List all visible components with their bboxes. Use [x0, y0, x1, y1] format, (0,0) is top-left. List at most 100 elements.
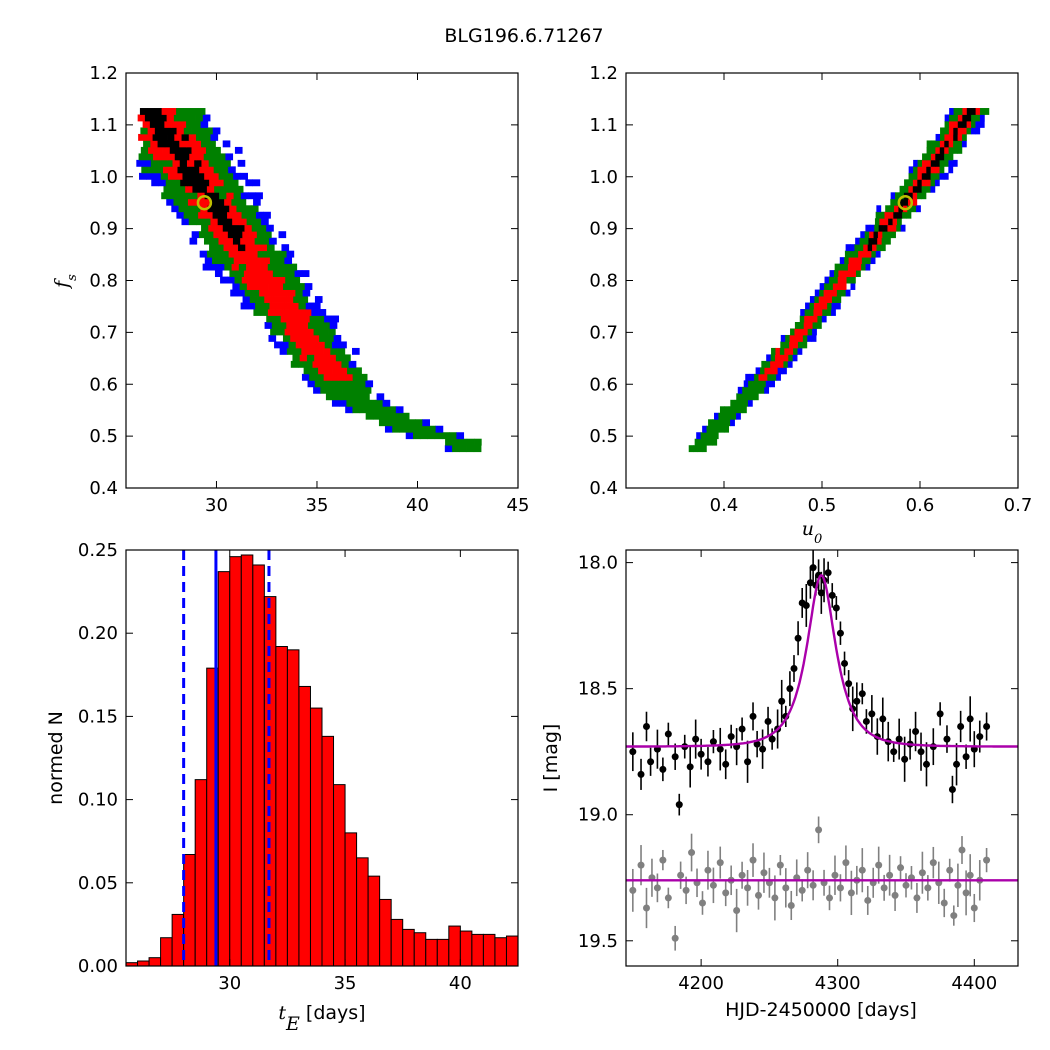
confidence-cell — [286, 322, 294, 329]
photometry-point — [802, 601, 810, 609]
x-tick-label: 0.7 — [1004, 495, 1033, 516]
confidence-cell — [174, 153, 183, 161]
confidence-cell — [277, 276, 286, 284]
confidence-cell — [872, 237, 878, 245]
confidence-cell — [302, 315, 311, 323]
confidence-cell — [784, 347, 790, 355]
confidence-cell — [254, 237, 263, 245]
confidence-cell — [171, 120, 180, 128]
confidence-cell — [399, 425, 408, 433]
photometry-point — [659, 765, 667, 773]
confidence-cell — [264, 250, 273, 258]
confidence-cell — [311, 334, 320, 342]
confidence-cell — [210, 218, 219, 226]
confidence-cell — [257, 296, 265, 303]
confidence-cell — [780, 334, 786, 342]
confidence-cell — [183, 211, 192, 219]
confidence-cell — [939, 153, 945, 161]
confidence-cell — [887, 224, 893, 232]
confidence-cell — [793, 341, 799, 349]
confidence-cell — [230, 289, 238, 297]
confidence-cell — [939, 166, 945, 174]
confidence-cell — [895, 192, 900, 200]
residual-point — [918, 869, 926, 877]
confidence-cell — [314, 380, 323, 388]
confidence-cell — [449, 432, 457, 440]
confidence-cell — [304, 283, 313, 290]
confidence-cell — [930, 172, 936, 180]
confidence-cell — [142, 120, 151, 128]
photometry-point — [957, 722, 965, 730]
confidence-cell — [253, 218, 262, 226]
confidence-cell — [151, 179, 159, 187]
confidence-cell — [809, 296, 815, 303]
confidence-cell — [790, 328, 795, 336]
residual-point — [924, 884, 932, 892]
confidence-cell — [188, 133, 197, 141]
confidence-cell — [158, 179, 167, 187]
confidence-cell — [804, 309, 810, 316]
photometry-point — [953, 760, 961, 768]
confidence-cell — [322, 380, 330, 388]
confidence-cell — [299, 328, 307, 336]
histogram-bar — [183, 854, 196, 967]
confidence-cell — [201, 224, 209, 232]
confidence-cell — [213, 231, 222, 239]
confidence-cell — [413, 425, 422, 433]
confidence-cell — [232, 218, 240, 226]
confidence-cell — [707, 438, 713, 446]
confidence-cell — [876, 205, 882, 213]
confidence-cell — [890, 198, 896, 206]
confidence-cell — [234, 276, 243, 284]
confidence-cell — [168, 108, 177, 115]
confidence-cell — [270, 276, 279, 284]
confidence-cell — [445, 438, 453, 446]
confidence-cell — [365, 412, 374, 420]
confidence-cell — [249, 296, 258, 303]
confidence-cell — [167, 172, 176, 180]
confidence-cell — [966, 120, 972, 128]
confidence-cell — [406, 425, 415, 433]
confidence-cell — [802, 334, 808, 342]
confidence-cell — [380, 412, 388, 420]
confidence-cell — [842, 270, 848, 278]
histogram-bar — [459, 930, 473, 967]
confidence-cell — [962, 133, 967, 141]
confidence-cell — [838, 270, 844, 278]
confidence-cell — [261, 283, 269, 290]
confidence-cell — [774, 360, 780, 368]
confidence-cell — [203, 218, 211, 226]
confidence-cell — [407, 419, 416, 427]
confidence-cell — [336, 380, 345, 388]
photometry-point — [809, 564, 817, 572]
confidence-cell — [776, 373, 781, 381]
confidence-cell — [289, 309, 298, 316]
confidence-cell — [287, 315, 296, 323]
confidence-cell — [143, 159, 152, 167]
confidence-cell — [188, 114, 196, 122]
confidence-cell — [854, 244, 860, 252]
ylabel-normed-n: normed N — [45, 711, 67, 805]
confidence-cell — [853, 250, 859, 258]
confidence-cell — [896, 218, 902, 226]
photometry-point — [704, 758, 712, 766]
confidence-cell — [877, 237, 883, 245]
y-tick-label: 0.20 — [78, 623, 118, 644]
photometry-point — [759, 745, 767, 753]
xlabel-te-unit: [days] — [306, 1002, 366, 1024]
confidence-cell — [696, 432, 702, 440]
x-tick-label: 30 — [205, 495, 228, 516]
confidence-cell — [814, 289, 820, 297]
confidence-cell — [285, 296, 294, 303]
confidence-cell — [176, 108, 184, 115]
confidence-cell — [205, 146, 214, 154]
histogram-bar — [471, 933, 484, 967]
confidence-cell — [218, 237, 227, 245]
confidence-cell — [282, 309, 291, 316]
confidence-cell — [957, 108, 963, 115]
confidence-cell — [737, 406, 743, 414]
confidence-cell — [323, 347, 331, 355]
confidence-cell — [152, 114, 160, 122]
photometry-point — [709, 738, 717, 746]
